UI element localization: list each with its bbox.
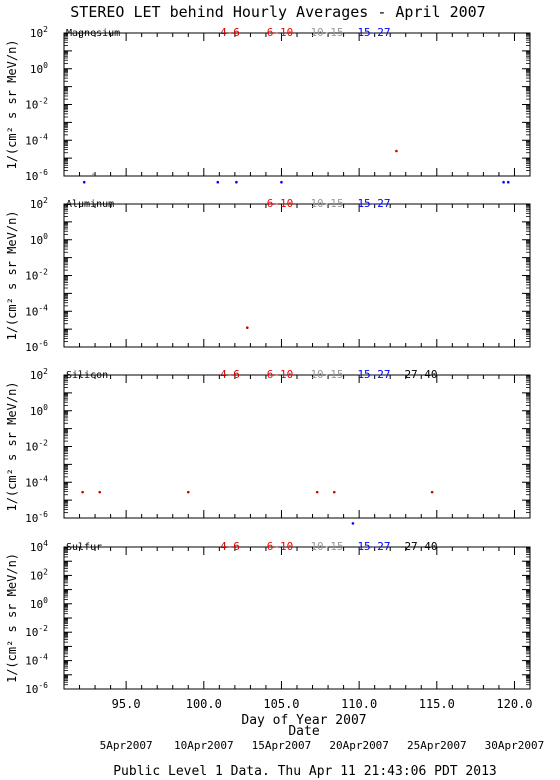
legend-6-10: 6-10: [267, 197, 294, 210]
data-point-10-15: [92, 173, 95, 176]
element-label: Silicon: [66, 370, 108, 381]
data-point-4-6: [332, 490, 336, 494]
data-point-4-6: [245, 326, 249, 330]
legend-4-6: 4-6: [220, 368, 240, 381]
y-tick-label: 102: [30, 567, 48, 582]
x-tick-label: 110.0: [341, 697, 377, 711]
legend-15-27: 15-27: [357, 368, 390, 381]
date-tick-label: 25Apr2007: [407, 739, 467, 752]
y-tick-label: 102: [30, 25, 48, 40]
y-tick-label: 10-4: [25, 653, 48, 668]
data-point-4-6: [395, 149, 398, 153]
y-tick-label: 10-2: [25, 97, 48, 112]
y-tick-label: 10-2: [25, 624, 48, 639]
date-tick-label: 20Apr2007: [329, 739, 389, 752]
element-label: Sulfur: [66, 542, 102, 553]
legend-6-10: 6-10: [267, 368, 294, 381]
legend-6-10: 6-10: [267, 540, 294, 553]
legend-10-15: 10-15: [310, 540, 343, 553]
x-tick-label: 120.0: [496, 697, 532, 711]
y-tick-label: 10-4: [25, 132, 48, 147]
date-axis: 5Apr2007 10Apr2007 15Apr2007 20Apr2007 25Apr…: [100, 739, 545, 752]
y-tick-label: 104: [30, 539, 48, 554]
y-axis-label: 1/(cm² s sr MeV/n): [5, 39, 19, 169]
data-point-15-27: [506, 180, 510, 184]
panel-magnesium: 10-6 10-4 10-2 100 102 1/(cm² s sr MeV/n) Magn…: [5, 25, 531, 184]
y-tick-label: 10-6: [25, 339, 48, 354]
panel-silicon: 10-6 10-4 10-2 100 102 1/(cm² s sr MeV/n) Sili…: [5, 367, 531, 525]
y-tick-label: 10-6: [25, 510, 48, 525]
legend-27-40: 27-40: [404, 368, 437, 381]
plot-frame: [63, 32, 531, 177]
x-tick-label: 95.0: [112, 697, 141, 711]
panel-aluminum: 10-6 10-4 10-2 100 102 1/(cm² s sr MeV/n) Alum…: [5, 196, 531, 354]
y-tick-label: 10-4: [25, 474, 48, 489]
data-point-4-6: [98, 490, 102, 494]
y-axis-label: 1/(cm² s sr MeV/n): [5, 381, 19, 511]
legend-15-27: 15-27: [357, 540, 390, 553]
data-point-15-27: [280, 180, 283, 184]
x-tick-label: 105.0: [263, 697, 299, 711]
date-axis-label: Date: [288, 724, 319, 739]
footer-text: Public Level 1 Data. Thu Apr 11 21:43:06…: [113, 764, 497, 779]
legend-10-15: 10-15: [310, 368, 343, 381]
panels: 10-6 10-4 10-2 100 102 1/(cm² s sr MeV/n) Magn…: [5, 25, 531, 696]
legend-27-40: 27-40: [404, 540, 437, 553]
chart-title: STEREO LET behind Hourly Averages - Apri…: [70, 3, 485, 21]
data-point-15-27: [216, 180, 220, 184]
data-point-15-27: [502, 180, 505, 184]
date-tick-label: 30Apr2007: [485, 739, 545, 752]
data-point-4-6: [315, 490, 319, 494]
element-label: Magnesium: [66, 28, 120, 39]
data-point-4-6: [81, 490, 84, 494]
x-tick-label: 100.0: [186, 697, 222, 711]
legend-10-15: 10-15: [310, 197, 343, 210]
x-axis: 95.0 100.0 105.0 110.0 115.0 120.0: [112, 697, 533, 711]
data-point-15-27: [351, 522, 355, 525]
y-tick-label: 100: [30, 596, 48, 611]
legend-4-6: 4-6: [220, 540, 240, 553]
plot-frame: [63, 546, 531, 690]
legend-10-15: 10-15: [310, 26, 343, 39]
x-tick-label: 115.0: [419, 697, 455, 711]
plot-frame: [63, 203, 531, 348]
y-tick-label: 10-6: [25, 681, 48, 696]
legend-15-27: 15-27: [357, 197, 390, 210]
data-point-4-6: [186, 490, 190, 494]
date-tick-label: 10Apr2007: [174, 739, 234, 752]
y-tick-label: 10-4: [25, 303, 48, 318]
y-tick-label: 10-2: [25, 268, 48, 283]
y-tick-label: 102: [30, 196, 48, 211]
date-tick-label: 15Apr2007: [252, 739, 312, 752]
data-point-4-6: [430, 490, 434, 494]
y-axis-label: 1/(cm² s sr MeV/n): [5, 210, 19, 340]
plot-frame: [63, 374, 531, 519]
y-tick-label: 102: [30, 367, 48, 382]
data-point-15-27: [235, 180, 238, 184]
y-tick-label: 100: [30, 232, 48, 247]
data-point-15-27: [82, 180, 86, 184]
y-axis-label: 1/(cm² s sr MeV/n): [5, 553, 19, 683]
y-tick-label: 10-2: [25, 439, 48, 454]
legend-4-6: 4-6: [220, 26, 240, 39]
y-tick-label: 100: [30, 61, 48, 76]
element-label: Aluminum: [66, 199, 114, 210]
date-tick-label: 5Apr2007: [100, 739, 153, 752]
panel-sulfur: 10-6 10-4 10-2 100 102 104 1/(cm² s sr MeV/n) S…: [5, 539, 531, 696]
x-axis-label: Day of Year 2007: [241, 713, 366, 728]
y-tick-label: 10-6: [25, 168, 48, 183]
y-tick-label: 100: [30, 403, 48, 418]
legend-15-27: 15-27: [357, 26, 390, 39]
legend-6-10: 6-10: [267, 26, 294, 39]
